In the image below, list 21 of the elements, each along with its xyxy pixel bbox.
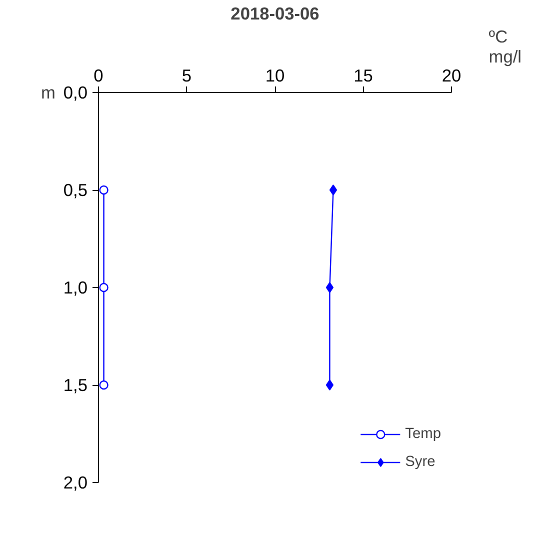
legend-label: Temp	[405, 426, 441, 442]
legend-label: Syre	[405, 454, 436, 470]
y-tick-label: 1,5	[63, 375, 88, 395]
y-tick-label: 0,0	[63, 82, 88, 102]
x-tick-label: 15	[354, 66, 373, 86]
x-tick-label: 5	[182, 66, 192, 86]
x-tick-label: 0	[94, 66, 104, 86]
y-tick-label: 0,5	[63, 180, 88, 200]
point	[326, 380, 334, 390]
x-axis-title: ºC mg/l	[488, 26, 522, 66]
point	[329, 184, 338, 196]
point	[99, 185, 108, 195]
x-tick-label: 20	[442, 66, 462, 86]
point	[99, 380, 108, 390]
y-tick-label: 1,0	[63, 278, 88, 298]
point	[326, 282, 334, 293]
y-tick-label: 2,0	[63, 472, 88, 492]
point	[99, 282, 108, 292]
chart-title: 2018-03-06	[230, 4, 320, 24]
x-tick-label: 10	[265, 66, 285, 86]
y-axis-title: m	[40, 82, 56, 102]
